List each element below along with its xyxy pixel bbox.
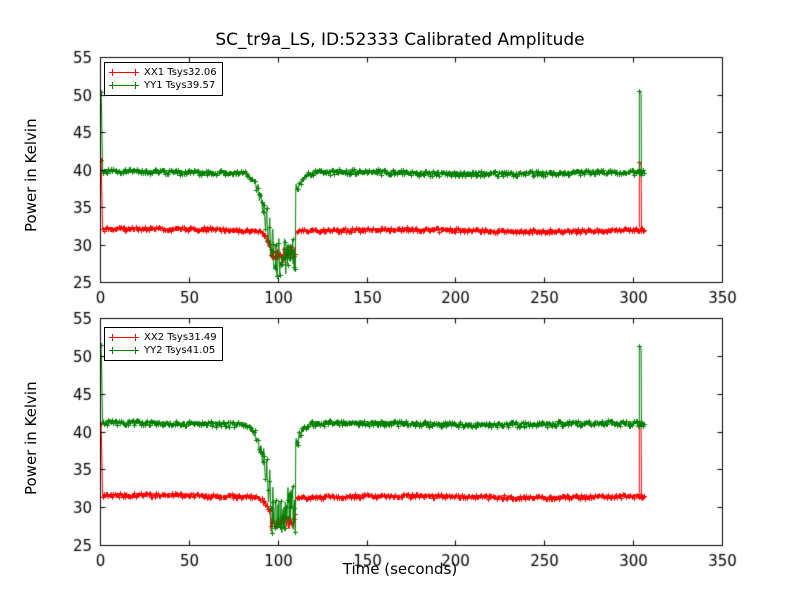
legend-item-label: YY2 Tsys41.05 <box>144 345 216 356</box>
legend-item: XX2 Tsys31.49 <box>109 331 217 344</box>
legend-item-label: XX2 Tsys31.49 <box>144 332 217 343</box>
legend-line-marker-icon <box>109 332 139 343</box>
legend-item-label: YY1 Tsys39.57 <box>144 80 216 91</box>
legend-top-panel: XX1 Tsys32.06 YY1 Tsys39.57 <box>104 62 223 96</box>
legend-item: XX1 Tsys32.06 <box>109 66 217 79</box>
legend-item: YY2 Tsys41.05 <box>109 344 217 357</box>
legend-item: YY1 Tsys39.57 <box>109 79 217 92</box>
legend-line-marker-icon <box>109 345 139 356</box>
legend-line-marker-icon <box>109 80 139 91</box>
legend-item-label: XX1 Tsys32.06 <box>144 67 217 78</box>
legend-bottom-panel: XX2 Tsys31.49 YY2 Tsys41.05 <box>104 327 223 361</box>
legend-line-marker-icon <box>109 67 139 78</box>
